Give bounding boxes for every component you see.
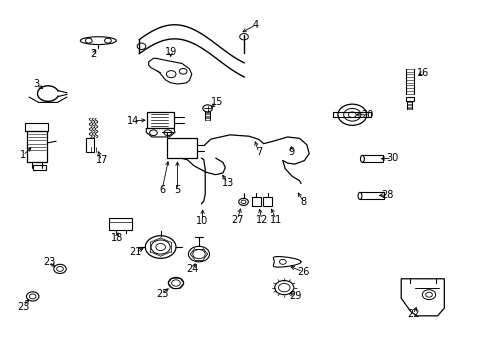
Text: 1: 1 [20,150,26,160]
Text: 25: 25 [156,289,168,298]
Bar [252,197,260,206]
Text: 18: 18 [111,233,123,243]
Text: 23: 23 [43,257,55,267]
Text: 5: 5 [174,185,180,195]
Bar [147,112,173,129]
Text: 19: 19 [164,46,177,57]
Text: 29: 29 [288,292,301,301]
Text: 12: 12 [255,215,267,225]
Text: 23: 23 [17,302,29,312]
Bar [33,165,46,171]
Bar [332,112,371,117]
Text: 11: 11 [269,215,282,225]
Bar [405,97,413,101]
Bar [263,197,271,206]
Text: 26: 26 [296,267,308,277]
Text: 17: 17 [95,155,108,165]
Text: 3: 3 [33,79,39,89]
Text: 9: 9 [288,147,294,157]
Text: 4: 4 [252,20,259,30]
Text: 14: 14 [127,116,139,126]
Text: 10: 10 [196,216,208,226]
Text: 16: 16 [416,68,428,78]
Bar [86,138,93,152]
Bar [109,219,132,230]
Text: 7: 7 [255,148,262,157]
Text: 15: 15 [210,98,223,107]
Text: 21: 21 [129,247,141,257]
Text: 8: 8 [300,197,306,207]
Text: 13: 13 [221,178,233,188]
Text: 28: 28 [380,190,393,200]
Text: 27: 27 [231,215,243,225]
Text: 22: 22 [406,309,419,319]
Text: 2: 2 [90,49,97,59]
Text: 20: 20 [360,110,373,120]
Text: 6: 6 [159,185,165,195]
Text: 24: 24 [186,264,199,274]
Bar [25,123,48,131]
Bar [167,138,197,158]
Bar [27,131,47,162]
Text: 30: 30 [385,153,397,163]
